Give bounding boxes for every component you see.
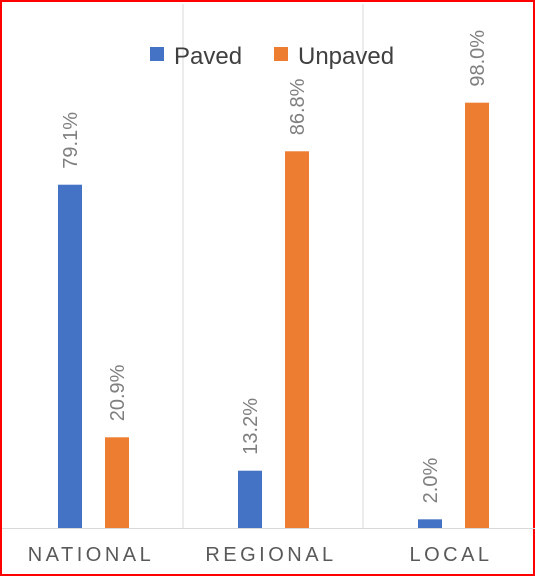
legend-label-paved: Paved [174, 43, 242, 70]
data-label-unpaved-local: 98.0% [467, 30, 489, 87]
x-tick-label-local: LOCAL [409, 544, 492, 566]
legend-label-unpaved: Unpaved [298, 43, 394, 70]
x-axis: NATIONAL REGIONAL LOCAL [2, 528, 535, 566]
x-tick-label-national: NATIONAL [28, 544, 155, 566]
data-label-paved-national: 79.1% [60, 112, 82, 169]
bar-unpaved-national [105, 437, 129, 528]
data-label-paved-local: 2.0% [420, 458, 442, 504]
bar-unpaved-local [465, 102, 489, 529]
grid-layer [182, 4, 364, 528]
bar-paved-regional [238, 470, 262, 528]
data-label-unpaved-national: 20.9% [107, 364, 129, 421]
legend: Paved Unpaved [150, 43, 394, 70]
data-label-unpaved-regional: 86.8% [287, 78, 309, 135]
legend-swatch-unpaved [274, 47, 288, 61]
x-tick-label-regional: REGIONAL [205, 544, 336, 566]
data-labels-layer: 79.1% 20.9% 13.2% 86.8% 2.0% 98.0% [60, 30, 489, 504]
data-label-paved-regional: 13.2% [240, 398, 262, 455]
legend-swatch-paved [150, 47, 164, 61]
bar-paved-local [418, 519, 442, 528]
bars-layer [58, 102, 489, 529]
bar-unpaved-regional [285, 151, 309, 528]
bar-paved-national [58, 184, 82, 528]
